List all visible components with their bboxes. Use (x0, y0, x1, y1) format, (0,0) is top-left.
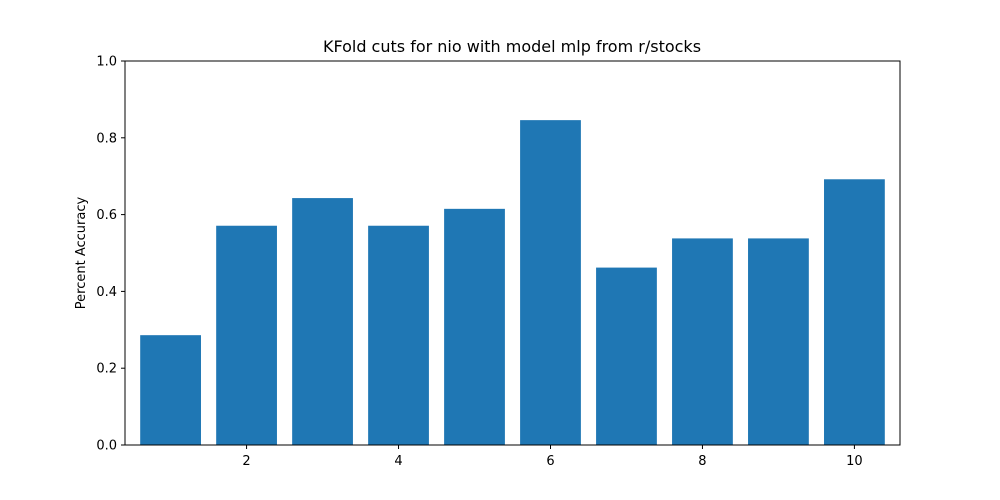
bar-8 (672, 238, 733, 445)
y-tick-label: 1.0 (96, 55, 117, 70)
bar-1 (140, 335, 201, 445)
bars-group (140, 120, 885, 446)
y-tick-label: 0.0 (96, 439, 117, 454)
y-tick-label: 0.2 (96, 362, 117, 377)
chart-title: KFold cuts for nio with model mlp from r… (323, 37, 701, 56)
x-tick-label: 6 (546, 454, 554, 469)
bar-10 (824, 179, 885, 445)
bar-3 (292, 198, 353, 445)
bar-2 (216, 225, 277, 445)
bar-5 (444, 208, 505, 445)
y-tick-label: 0.4 (96, 285, 117, 300)
x-tick-label: 2 (242, 454, 250, 469)
x-tick-label: 4 (394, 454, 402, 469)
y-tick-label: 0.6 (96, 208, 117, 223)
y-axis-ticks: 0.0 0.2 0.4 0.6 0.8 1.0 (96, 55, 125, 454)
bar-6 (520, 120, 581, 446)
x-tick-label: 8 (698, 454, 706, 469)
bar-4 (368, 225, 429, 445)
plot-frame (124, 60, 901, 446)
bar-7 (596, 267, 657, 445)
bar-9 (748, 238, 809, 445)
y-tick-label: 0.8 (96, 131, 117, 146)
x-tick-label: 10 (846, 454, 863, 469)
y-axis-label: Percent Accuracy (74, 196, 89, 309)
x-axis-ticks: 2 4 6 8 10 (242, 445, 863, 469)
